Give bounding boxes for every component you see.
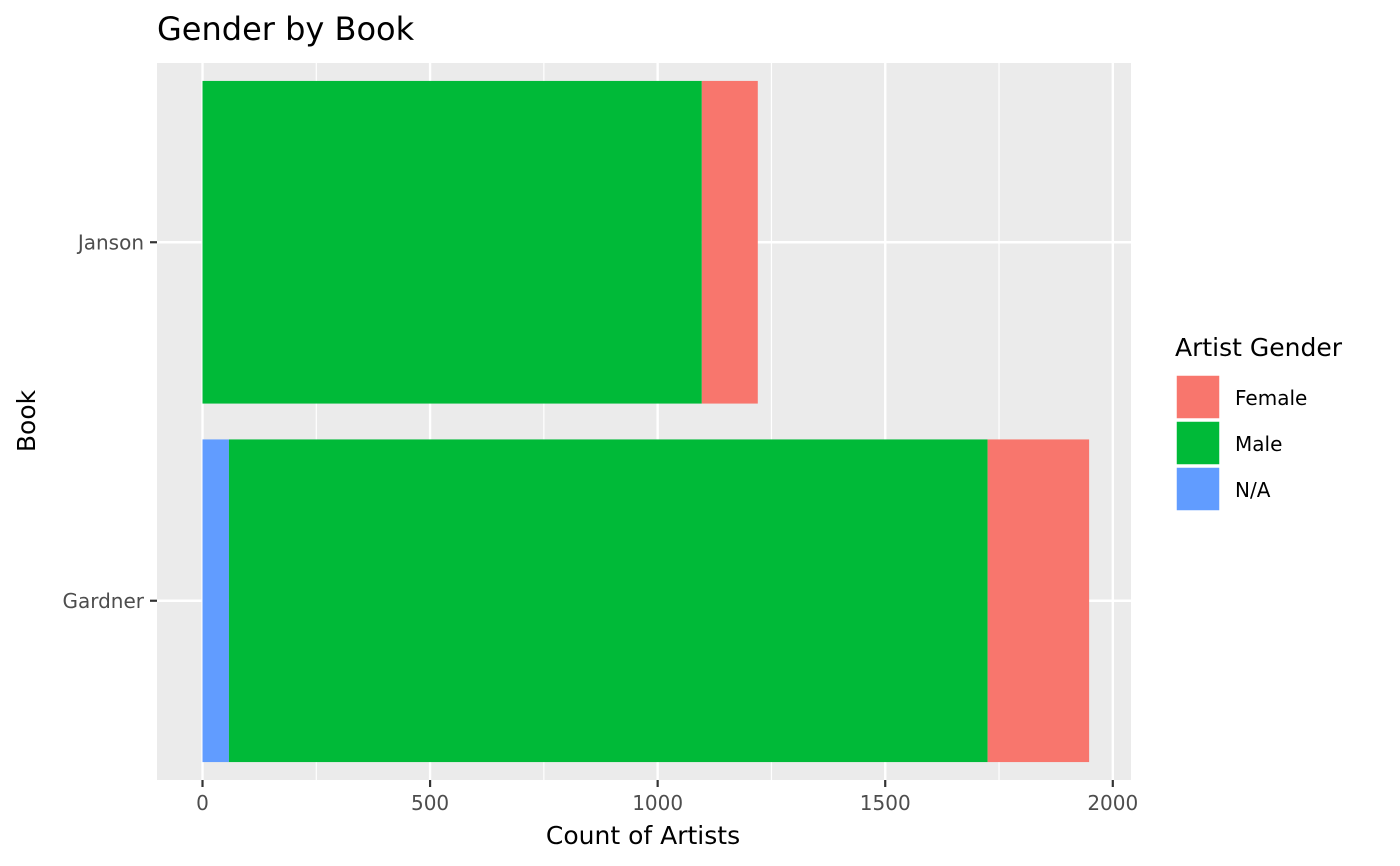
chart-title: Gender by Book — [157, 10, 415, 48]
x-axis-title: Count of Artists — [546, 821, 740, 850]
legend-key-na — [1175, 466, 1221, 512]
bar-janson-male — [202, 80, 702, 404]
x-tick-label: 1000 — [632, 791, 683, 815]
y-axis: Janson Gardner — [62, 230, 157, 613]
bar-gardner-na — [202, 439, 229, 763]
x-tick-label: 0 — [196, 791, 209, 815]
legend-label-na: N/A — [1235, 478, 1271, 502]
bars — [202, 80, 1090, 763]
legend-title: Artist Gender — [1175, 333, 1343, 362]
x-axis: 0 500 1000 1500 2000 — [196, 780, 1138, 815]
x-tick-label: 2000 — [1087, 791, 1138, 815]
legend-label-female: Female — [1235, 386, 1307, 410]
y-tick-label-janson: Janson — [76, 230, 144, 254]
legend-key-male — [1175, 420, 1221, 466]
bar-janson-female — [701, 80, 758, 404]
x-tick-label: 500 — [411, 791, 449, 815]
x-tick-label: 1500 — [860, 791, 911, 815]
legend: Artist Gender Female Male N/A — [1175, 333, 1343, 512]
bar-gardner-female — [987, 439, 1090, 763]
y-axis-title: Book — [12, 389, 41, 452]
bar-gardner-male — [228, 439, 988, 763]
y-tick-label-gardner: Gardner — [62, 589, 144, 613]
legend-label-male: Male — [1235, 432, 1282, 456]
legend-key-female — [1175, 374, 1221, 420]
